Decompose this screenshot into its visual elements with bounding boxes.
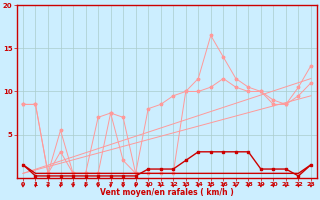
X-axis label: Vent moyen/en rafales ( km/h ): Vent moyen/en rafales ( km/h ) [100, 188, 234, 197]
